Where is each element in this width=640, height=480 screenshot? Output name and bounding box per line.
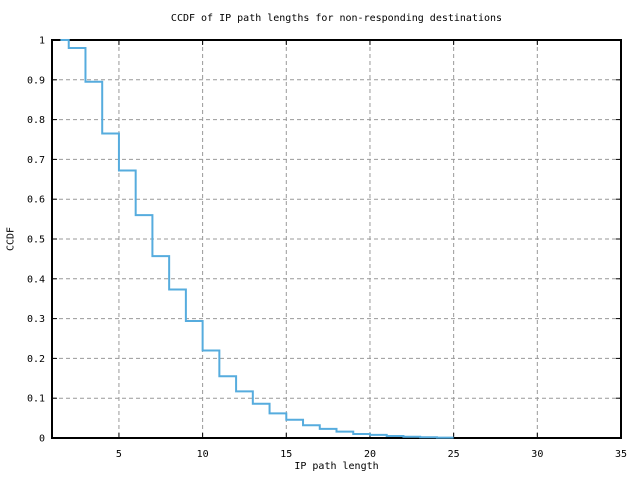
y-tick-label: 0 xyxy=(39,434,45,445)
x-tick-label: 30 xyxy=(531,449,543,460)
x-tick-label: 20 xyxy=(364,449,376,460)
y-tick-label: 0.6 xyxy=(27,195,45,206)
y-tick-label: 0.2 xyxy=(27,354,45,365)
x-axis-label: IP path length xyxy=(294,461,379,472)
y-tick-label: 0.1 xyxy=(27,394,45,405)
y-tick-label: 0.8 xyxy=(27,115,45,126)
y-tick-label: 0.3 xyxy=(27,314,45,325)
y-tick-label: 0.4 xyxy=(27,274,45,285)
x-tick-label: 5 xyxy=(116,449,122,460)
ccdf-step-curve xyxy=(60,39,454,439)
y-tick-label: 1 xyxy=(39,36,45,47)
chart-title: CCDF of IP path lengths for non-respondi… xyxy=(170,13,503,24)
x-tick-label: 15 xyxy=(280,449,292,460)
x-tick-label: 10 xyxy=(197,449,209,460)
y-tick-label: 0.7 xyxy=(27,155,45,166)
y-tick-label: 0.5 xyxy=(27,235,45,246)
x-tick-label: 35 xyxy=(615,449,627,460)
x-tick-label: 25 xyxy=(448,449,460,460)
y-tick-label: 0.9 xyxy=(27,75,45,86)
